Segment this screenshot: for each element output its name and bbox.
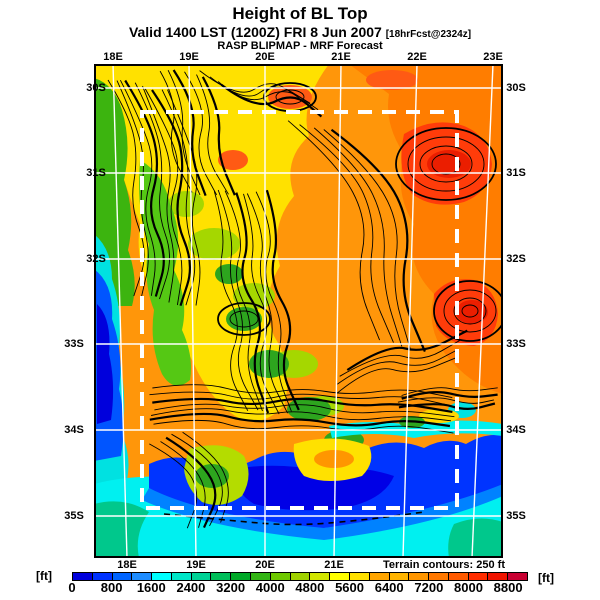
graticule: [94, 64, 503, 558]
colorbar-tick-label: 6400: [374, 580, 404, 595]
colorbar-segment: [369, 573, 390, 580]
colorbar-segment: [211, 573, 232, 580]
colorbar: [72, 572, 528, 581]
lon-label-top: 18E: [103, 51, 123, 63]
colorbar-tick-label: 3200: [216, 580, 246, 595]
colorbar-segment: [132, 573, 153, 580]
colorbar-unit-right: [ft]: [538, 571, 554, 585]
colorbar-tick-label: 7200: [414, 580, 444, 595]
lat-label-right: 34S: [506, 424, 526, 436]
colorbar-segment: [448, 573, 469, 580]
lat-label-left: 32S: [86, 253, 106, 265]
colorbar-tick-label: 1600: [136, 580, 166, 595]
colorbar-tick-label: 8800: [493, 580, 523, 595]
colorbar-segment: [389, 573, 410, 580]
colorbar-segment: [349, 573, 370, 580]
colorbar-tick-label: 4000: [255, 580, 285, 595]
lon-label-top: 23E: [483, 51, 503, 63]
colorbar-segment: [191, 573, 212, 580]
colorbar-segment: [468, 573, 489, 580]
colorbar-tick-label: 4800: [295, 580, 325, 595]
domain-boundary-box: [140, 110, 459, 510]
colorbar-segment: [290, 573, 311, 580]
lat-label-right: 30S: [506, 82, 526, 94]
bl-top-map-canvas: [94, 64, 503, 558]
lat-label-right: 35S: [506, 510, 526, 522]
valid-time-line: Valid 1400 LST (1200Z) FRI 8 Jun 2007 [1…: [0, 24, 600, 40]
lat-label-left: 34S: [64, 424, 84, 436]
colorbar-tick-label: 0: [68, 580, 76, 595]
colorbar-segment: [171, 573, 192, 580]
colorbar-segment: [152, 573, 172, 580]
lat-label-left: 35S: [64, 510, 84, 522]
lon-label-top: 21E: [331, 51, 351, 63]
colorbar-segment: [73, 573, 93, 580]
valid-time-main: Valid 1400 LST (1200Z) FRI 8 Jun 2007: [128, 24, 382, 40]
colorbar-tick-label: 800: [100, 580, 123, 595]
model-line: RASP BLIPMAP - MRF Forecast: [217, 40, 383, 52]
colorbar-segment: [310, 573, 331, 580]
colorbar-segment: [508, 573, 527, 580]
lon-label-bottom: 19E: [186, 559, 206, 571]
map-border: [94, 64, 503, 558]
colorbar-segment: [270, 573, 291, 580]
lon-label-top: 19E: [179, 51, 199, 63]
colorbar-tick-label: 2400: [176, 580, 206, 595]
colorbar-segment: [330, 573, 350, 580]
forecast-offset: [18hrFcst@2324z]: [385, 29, 472, 40]
colorbar-segment: [92, 573, 113, 580]
lon-label-bottom: 20E: [255, 559, 275, 571]
colorbar-tick-label: 5600: [335, 580, 364, 595]
lon-label-bottom: 21E: [324, 559, 344, 571]
lon-label-top: 22E: [407, 51, 427, 63]
colorbar-segment: [112, 573, 133, 580]
lat-label-right: 31S: [506, 167, 526, 179]
lat-label-left: 31S: [86, 167, 106, 179]
lat-label-right: 32S: [506, 253, 526, 265]
colorbar-segment: [429, 573, 449, 580]
colorbar-segment: [488, 573, 509, 580]
lat-label-left: 30S: [86, 82, 106, 94]
page-title: Height of BL Top: [232, 4, 368, 23]
lon-label-top: 20E: [255, 51, 275, 63]
colorbar-segment: [231, 573, 252, 580]
colorbar-segment: [409, 573, 430, 580]
colorbar-segment: [251, 573, 271, 580]
colorbar-unit-left: [ft]: [36, 569, 52, 583]
lon-label-bottom: 18E: [117, 559, 137, 571]
colorbar-tick-label: 8000: [454, 580, 483, 595]
lat-label-left: 33S: [64, 338, 84, 350]
lat-label-right: 33S: [506, 338, 526, 350]
terrain-contours-note: Terrain contours: 250 ft: [382, 559, 505, 571]
